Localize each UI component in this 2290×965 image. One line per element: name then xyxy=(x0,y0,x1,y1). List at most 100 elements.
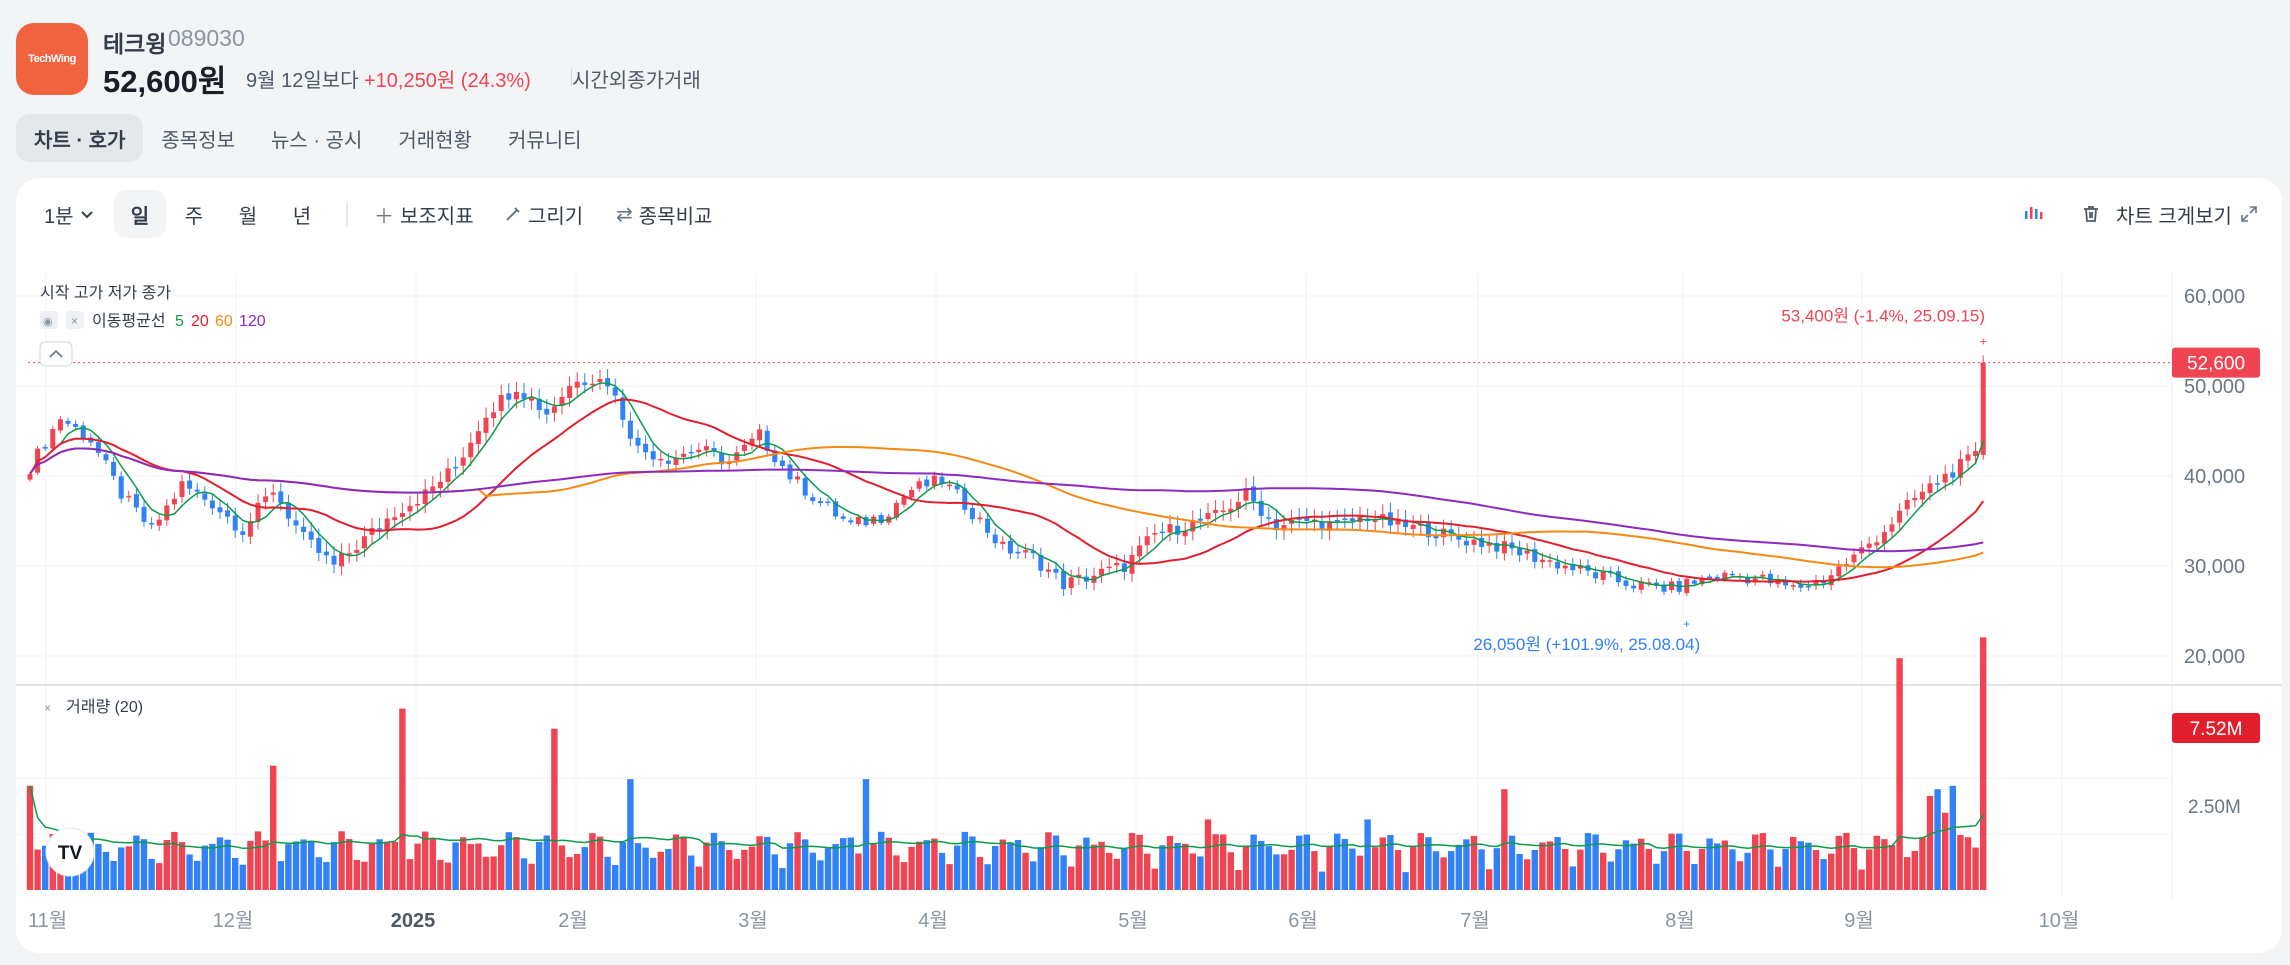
candle-body xyxy=(1258,500,1264,516)
chart-style-button[interactable] xyxy=(2016,190,2050,238)
candle-body xyxy=(1395,518,1401,525)
volume-bar xyxy=(1782,848,1789,890)
volume-bar xyxy=(239,864,246,890)
candle-body xyxy=(1197,518,1203,521)
volume-bar xyxy=(444,862,452,890)
volume-bar xyxy=(726,850,733,890)
candle-body xyxy=(1912,497,1918,501)
stock-code: 089030 xyxy=(168,25,245,51)
candle-body xyxy=(977,517,983,520)
candle-body xyxy=(1631,585,1637,589)
volume-bar xyxy=(1896,658,1903,890)
close-volume-icon[interactable]: × xyxy=(44,701,51,715)
candle-body xyxy=(1980,362,1986,455)
volume-bar xyxy=(1235,870,1242,890)
volume-bar xyxy=(885,837,892,890)
interval-label: 1분 xyxy=(44,205,74,228)
stock-tabs: 차트 · 호가 종목정보 뉴스 · 공시 거래현황 커뮤니티 xyxy=(16,114,600,162)
volume-bar xyxy=(779,868,786,890)
volume-bar xyxy=(467,844,474,890)
candle-body xyxy=(840,516,846,519)
volume-bar xyxy=(42,845,49,890)
candle-body xyxy=(536,398,542,410)
volume-bar xyxy=(992,845,999,890)
close-ma-icon[interactable] xyxy=(66,311,84,329)
candle-body xyxy=(1281,525,1287,531)
volume-bar xyxy=(619,842,626,890)
volume-bar xyxy=(566,857,573,890)
delete-drawings-button[interactable] xyxy=(2074,190,2108,238)
collapse-legend-button[interactable] xyxy=(39,341,73,367)
period-day[interactable]: 일 xyxy=(114,190,166,238)
volume-bar xyxy=(1615,849,1622,890)
draw-button[interactable]: 그리기 xyxy=(504,190,583,238)
volume-bar xyxy=(1204,819,1212,890)
period-year[interactable]: 년 xyxy=(292,205,312,228)
candle-body xyxy=(1038,554,1044,571)
candle-body xyxy=(1752,578,1758,583)
time-axis-label: 7월 xyxy=(1460,909,1490,932)
ohlc-legend: 시작 고가 저가 종가 xyxy=(40,284,171,302)
swap-icon: ⇄ xyxy=(616,203,633,226)
volume-bar xyxy=(528,863,535,890)
volume-bar xyxy=(163,839,170,890)
tab-info[interactable]: 종목정보 xyxy=(161,129,235,152)
compare-button[interactable]: ⇄ 종목비교 xyxy=(616,190,712,238)
candle-body xyxy=(1023,550,1029,553)
candle-body xyxy=(688,451,694,454)
indicator-button[interactable]: ＋ 보조지표 xyxy=(374,190,474,238)
candle-body xyxy=(962,488,968,510)
candle-body xyxy=(1638,581,1644,590)
candle-body xyxy=(1714,576,1720,581)
tradingview-logo[interactable]: TV xyxy=(45,827,95,877)
candle-body xyxy=(445,468,451,483)
compare-label: 종목비교 xyxy=(638,205,713,228)
candle-body xyxy=(1691,580,1697,584)
volume-bar xyxy=(95,843,102,890)
candle-body xyxy=(1486,542,1492,546)
ma-legend-120: 120 xyxy=(239,313,266,330)
after-hours-link[interactable]: 시간외종가거래 xyxy=(572,70,701,92)
candle-body xyxy=(240,531,246,535)
volume-bar xyxy=(1691,864,1698,890)
candle-body xyxy=(354,549,360,553)
volume-bar xyxy=(1068,866,1075,890)
volume-bar xyxy=(1721,840,1728,890)
period-month[interactable]: 월 xyxy=(238,205,258,228)
candle-body xyxy=(1220,510,1226,513)
candle-body xyxy=(1144,536,1150,546)
candle-body xyxy=(1000,541,1006,545)
volume-bar xyxy=(1980,637,1987,890)
interval-dropdown[interactable]: 1분 xyxy=(44,190,96,238)
enlarge-chart-button[interactable]: 차트 크게보기 xyxy=(2116,190,2258,238)
volume-bar xyxy=(946,864,953,890)
candle-body xyxy=(460,457,466,466)
candle-body xyxy=(1889,524,1895,532)
candle-body xyxy=(1205,513,1211,520)
candle-body xyxy=(1190,520,1196,532)
volume-bar xyxy=(1273,854,1280,890)
tab-chart[interactable]: 차트 · 호가 xyxy=(16,114,144,162)
volume-bar xyxy=(1942,812,1949,890)
volume-bar xyxy=(399,708,406,890)
volume-bar xyxy=(1258,840,1265,890)
candle-body xyxy=(209,500,215,509)
candle-body xyxy=(361,536,367,549)
candle-body xyxy=(1798,584,1804,588)
volume-bar xyxy=(1227,852,1234,890)
volume-bar xyxy=(482,856,490,890)
tab-community[interactable]: 커뮤니티 xyxy=(507,129,582,152)
period-week[interactable]: 주 xyxy=(184,205,204,228)
volume-bar xyxy=(1022,852,1029,890)
tab-trades[interactable]: 거래현황 xyxy=(398,129,472,152)
volume-bar xyxy=(1144,853,1151,890)
time-axis-label: 3월 xyxy=(738,909,768,932)
candle-body xyxy=(1334,520,1340,522)
tab-news[interactable]: 뉴스 · 공시 xyxy=(270,129,363,152)
candle-body xyxy=(399,513,405,518)
high-annotation: 53,400원 (-1.4%, 25.09.15) xyxy=(1781,306,1985,325)
eye-toggle-icon[interactable] xyxy=(40,311,58,329)
price-chart[interactable]: ++ 시작 고가 저가 종가 ◉ × 이동평균선 5 20 60 120 53,… xyxy=(16,178,2282,953)
candle-body xyxy=(582,382,588,385)
volume-bar xyxy=(247,840,254,890)
